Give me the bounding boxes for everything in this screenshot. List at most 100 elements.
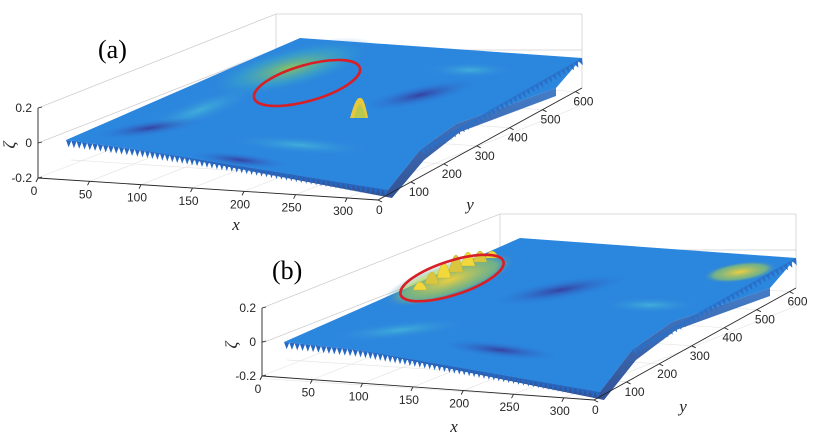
surface-edge-tooth <box>298 175 304 183</box>
surface-edge-tooth <box>118 147 125 155</box>
surface-edge-tooth <box>733 290 740 298</box>
surface-edge-tooth <box>787 260 793 268</box>
x-tick-label-b-1: 50 <box>302 386 316 400</box>
surface-edge-tooth <box>698 310 704 318</box>
surface-edge-tooth <box>446 132 452 140</box>
surface-edge-tooth <box>328 180 334 188</box>
x-tick-a-2 <box>138 184 142 189</box>
y-tick-label-a-2: 200 <box>442 167 462 181</box>
surface-edge-tooth <box>268 170 274 179</box>
surface-edge-tooth <box>702 307 709 315</box>
surface-edge-tooth <box>506 375 512 384</box>
x-tick-b-5 <box>511 393 514 399</box>
surface-edge-tooth <box>738 287 744 296</box>
surface-edge-tooth <box>747 282 753 291</box>
surface-edge-tooth <box>476 115 483 123</box>
surface-edge-tooth <box>214 162 220 170</box>
surface-edge-tooth <box>680 320 686 328</box>
surface-edge-tooth <box>293 174 299 183</box>
surface-edge-tooth <box>560 385 566 393</box>
x-tick-b-4 <box>460 390 464 395</box>
y-tick-label-a-0: 0 <box>376 203 383 217</box>
surface-edge-tooth <box>778 265 784 273</box>
surface-edge-tooth <box>81 142 88 150</box>
surface-edge-tooth <box>565 386 571 394</box>
surface-edge-tooth <box>219 162 225 171</box>
surface-edge-tooth <box>108 145 114 154</box>
panel-label-b: (b) <box>272 256 302 285</box>
surface-edge-tooth <box>321 346 327 354</box>
surface-edge-tooth <box>530 380 536 388</box>
surface-edge-tooth <box>347 348 353 357</box>
x-tick-label-a-6: 300 <box>333 204 353 218</box>
surface-edge-tooth <box>525 379 531 387</box>
surface-edge-tooth <box>427 362 433 370</box>
z-tick-label-b-1: 0 <box>249 335 256 349</box>
y-tick-label-a-3: 300 <box>475 149 495 163</box>
surface-edge-tooth <box>358 350 363 358</box>
z-tick-b-0 <box>261 306 267 309</box>
surface-edge-tooth <box>568 62 575 71</box>
surface-edge-tooth <box>756 277 762 286</box>
surface-edge-tooth <box>632 347 638 355</box>
surface-edge-tooth <box>244 166 250 175</box>
z-tick-label-a-1: 0 <box>25 136 32 150</box>
panel-label-a: (a) <box>98 35 127 64</box>
surface-edge-tooth <box>382 354 388 362</box>
y-tick-label-a-6: 600 <box>573 95 593 109</box>
surface-edge-tooth <box>694 312 700 320</box>
surface-edge-tooth <box>707 305 713 313</box>
panel-a: 0 50 100 150 200 250 300 0 100 200 300 400 500 600 0.2… <box>0 13 594 234</box>
surface-edge-tooth <box>144 150 150 159</box>
y-tick-label-a-1: 100 <box>409 185 429 199</box>
surface-edge-tooth <box>595 391 600 399</box>
surface-edge-tooth <box>685 317 691 325</box>
surface-edge-tooth <box>343 182 349 191</box>
surface-edge-tooth <box>373 187 379 195</box>
surface-edge-tooth <box>189 158 195 166</box>
surface-edge-tooth <box>71 140 77 149</box>
surface-edge-tooth <box>305 344 311 352</box>
x-tick-b-0 <box>259 375 263 381</box>
y-tick-a-1 <box>410 181 416 185</box>
surface-edge-tooth <box>299 343 306 351</box>
y-tick-a-0 <box>377 199 383 203</box>
surface-edge-tooth <box>769 270 775 278</box>
surface-edge-tooth <box>283 173 289 181</box>
surface-edge-tooth <box>353 184 359 192</box>
surface-edge-tooth <box>441 364 447 372</box>
surface-edge-tooth <box>490 107 496 115</box>
surface-edge-tooth <box>378 188 384 196</box>
surface-edge-tooth <box>437 363 442 372</box>
x-tick-b-2 <box>360 383 364 388</box>
surface-edge-tooth <box>159 153 165 161</box>
surface-edge-tooth <box>273 171 279 179</box>
x-tick-label-a-2: 100 <box>127 191 147 205</box>
surface-edge-tooth <box>654 335 660 343</box>
x-tick-label-a-5: 250 <box>282 201 302 215</box>
surface-edge-tooth <box>432 362 438 371</box>
x-tick-label-a-0: 0 <box>31 184 38 198</box>
surface-edge-tooth <box>387 355 393 363</box>
surface-edge-tooth <box>289 342 295 350</box>
x-tick-label-b-6: 300 <box>550 404 570 418</box>
surface-edge-tooth <box>451 366 457 374</box>
y-tick-a-6 <box>575 91 580 95</box>
surface-edge-tooth <box>420 147 426 155</box>
surface-edge-tooth <box>407 358 413 366</box>
axes-b: 0 50 100 150 200 250 300 0 100 200 300 400 500 600 0.2… <box>235 287 808 418</box>
surface-edge-tooth <box>516 377 521 385</box>
surface-edge-tooth <box>124 147 130 156</box>
z-axis-label-b: ζ <box>222 340 241 348</box>
surface-edge-tooth <box>368 186 374 195</box>
surface-edge-tooth <box>742 285 749 293</box>
y-tick-a-2 <box>443 163 449 167</box>
y-tick-b-2 <box>658 363 664 367</box>
surface-edge-tooth <box>511 95 518 103</box>
y-tick-b-4 <box>724 327 729 331</box>
surface-edge-tooth <box>720 297 726 306</box>
z-tick-label-a-2: -0.2 <box>11 171 32 185</box>
surface-edge-tooth <box>463 122 469 130</box>
surface-edge-tooth <box>498 102 504 110</box>
surface-edge-tooth <box>315 345 321 353</box>
